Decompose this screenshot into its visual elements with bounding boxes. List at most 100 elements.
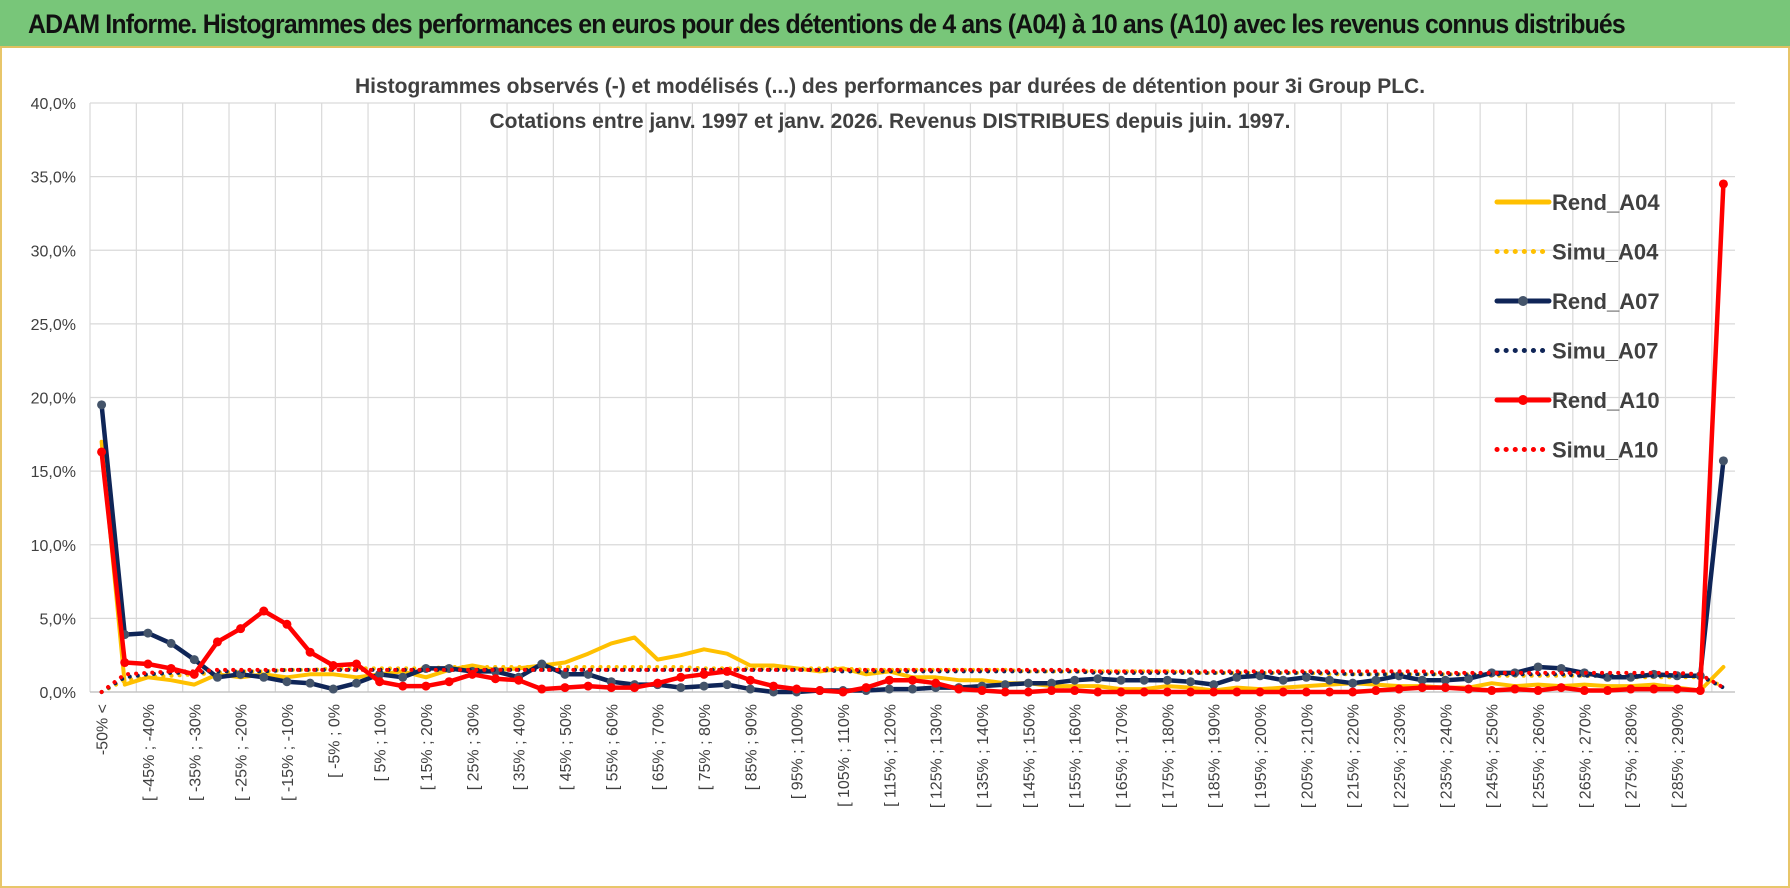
x-tick-label: [ 275% ; 280% bbox=[1624, 704, 1641, 808]
data-point-rend-a10 bbox=[143, 659, 153, 669]
data-point-rend-a10 bbox=[699, 669, 709, 679]
legend-label: Simu_A07 bbox=[1552, 339, 1658, 364]
data-point-rend-a10 bbox=[1533, 686, 1543, 696]
data-point-rend-a10 bbox=[305, 647, 315, 657]
data-point-rend-a10 bbox=[467, 669, 477, 679]
data-point-rend-a07 bbox=[1533, 662, 1543, 672]
data-point-rend-a07 bbox=[1186, 677, 1196, 687]
x-tick-label: [ 55% ; 60% bbox=[604, 704, 621, 790]
data-point-rend-a10 bbox=[1672, 684, 1682, 694]
x-tick-label: [ 155% ; 160% bbox=[1068, 704, 1085, 808]
data-point-rend-a10 bbox=[792, 684, 802, 694]
data-point-rend-a07 bbox=[1047, 678, 1057, 688]
x-tick-label: [ 45% ; 50% bbox=[558, 704, 575, 790]
data-point-rend-a07 bbox=[1556, 663, 1566, 673]
data-point-rend-a07 bbox=[1718, 456, 1728, 466]
grid-lines bbox=[89, 102, 1735, 693]
data-point-rend-a10 bbox=[1093, 687, 1103, 697]
data-point-rend-a07 bbox=[143, 628, 153, 638]
x-axis: -50% < [ -45% ; -40% [ -35% ; -30% [ -25% ;… bbox=[90, 691, 1735, 808]
data-point-rend-a10 bbox=[97, 447, 107, 457]
data-point-rend-a10 bbox=[838, 687, 848, 697]
data-point-rend-a10 bbox=[768, 681, 778, 691]
data-point-rend-a07 bbox=[676, 683, 686, 693]
legend-item-rend-a07: Rend_A07 bbox=[1494, 289, 1660, 314]
y-tick-label: 40,0% bbox=[31, 96, 76, 113]
data-point-rend-a10 bbox=[676, 672, 686, 682]
data-point-rend-a07 bbox=[375, 669, 385, 679]
data-point-rend-a10 bbox=[1232, 687, 1242, 697]
data-point-rend-a10 bbox=[908, 675, 917, 685]
data-point-rend-a10 bbox=[375, 677, 385, 687]
legend-item-rend-a10: Rend_A10 bbox=[1494, 388, 1660, 413]
data-point-rend-a10 bbox=[1603, 686, 1613, 696]
x-tick-label: [ 35% ; 40% bbox=[512, 704, 529, 790]
legend: Rend_A04 Simu_A04 Rend_A07 Simu_A07 Rend_A10… bbox=[1494, 190, 1660, 463]
data-point-rend-a10 bbox=[1718, 179, 1728, 189]
legend-item-rend-a04: Rend_A04 bbox=[1494, 190, 1660, 215]
x-tick-label: [ -45% ; -40% bbox=[141, 704, 158, 801]
x-tick-label: [ -25% ; -20% bbox=[234, 704, 251, 801]
data-point-rend-a10 bbox=[606, 683, 616, 693]
x-tick-label: [ 145% ; 150% bbox=[1021, 704, 1038, 808]
data-point-rend-a07 bbox=[1371, 675, 1381, 685]
data-point-rend-a07 bbox=[699, 681, 709, 691]
data-point-rend-a10 bbox=[1000, 687, 1010, 697]
data-point-rend-a10 bbox=[1626, 684, 1636, 694]
data-point-rend-a07 bbox=[305, 678, 315, 688]
data-point-rend-a07 bbox=[537, 659, 547, 669]
series-layer bbox=[97, 179, 1728, 697]
y-tick-label: 25,0% bbox=[31, 317, 76, 334]
x-tick-label: [ 285% ; 290% bbox=[1670, 704, 1687, 808]
data-point-rend-a10 bbox=[884, 675, 894, 685]
data-point-rend-a10 bbox=[1070, 686, 1080, 696]
data-point-rend-a10 bbox=[1209, 687, 1219, 697]
data-point-rend-a07 bbox=[560, 669, 570, 679]
data-point-rend-a07 bbox=[328, 684, 338, 694]
x-tick-label: [ 245% ; 250% bbox=[1485, 704, 1502, 808]
data-point-rend-a10 bbox=[1394, 684, 1404, 694]
data-point-rend-a10 bbox=[351, 659, 361, 669]
data-point-rend-a10 bbox=[282, 619, 292, 629]
data-point-rend-a10 bbox=[653, 678, 663, 688]
chart-title-line-2: Cotations entre janv. 1997 et janv. 2026… bbox=[490, 110, 1291, 133]
y-tick-label: 30,0% bbox=[31, 243, 76, 260]
data-point-rend-a07 bbox=[745, 684, 755, 694]
data-point-rend-a07 bbox=[166, 638, 176, 648]
data-point-rend-a07 bbox=[884, 684, 894, 694]
data-point-rend-a07 bbox=[1464, 674, 1474, 684]
header-banner: ADAM Informe. Histogrammes des performan… bbox=[0, 0, 1790, 48]
data-point-rend-a07 bbox=[1023, 678, 1033, 688]
data-point-rend-a10 bbox=[259, 606, 269, 616]
data-point-rend-a10 bbox=[1510, 684, 1520, 694]
data-point-rend-a10 bbox=[1649, 684, 1659, 694]
data-point-rend-a10 bbox=[1023, 687, 1033, 697]
legend-item-simu-a10: Simu_A10 bbox=[1494, 438, 1658, 463]
data-point-rend-a10 bbox=[120, 658, 130, 668]
data-point-rend-a10 bbox=[328, 660, 338, 670]
x-tick-label: [ -5% ; 0% bbox=[326, 704, 343, 778]
x-tick-label: -50% < bbox=[95, 704, 112, 755]
data-point-rend-a07 bbox=[1301, 672, 1311, 682]
data-point-rend-a07 bbox=[1325, 675, 1335, 685]
data-point-rend-a10 bbox=[490, 674, 500, 684]
y-tick-label: 0,0% bbox=[40, 685, 76, 702]
data-point-rend-a07 bbox=[189, 655, 199, 665]
data-point-rend-a10 bbox=[444, 677, 454, 687]
data-point-rend-a07 bbox=[1209, 680, 1219, 690]
x-tick-label: [ 215% ; 220% bbox=[1346, 704, 1363, 808]
data-point-rend-a07 bbox=[722, 680, 732, 690]
y-tick-label: 15,0% bbox=[31, 464, 76, 481]
data-point-rend-a10 bbox=[931, 678, 941, 688]
data-point-rend-a07 bbox=[97, 400, 107, 410]
x-tick-label: [ 65% ; 70% bbox=[651, 704, 668, 790]
data-point-rend-a10 bbox=[1301, 687, 1311, 697]
data-point-rend-a10 bbox=[815, 686, 825, 696]
data-point-rend-a10 bbox=[977, 686, 987, 696]
data-point-rend-a10 bbox=[1440, 683, 1450, 693]
x-tick-label: [ 25% ; 30% bbox=[465, 704, 482, 790]
data-point-rend-a10 bbox=[1162, 687, 1172, 697]
legend-item-simu-a07: Simu_A07 bbox=[1494, 339, 1658, 364]
banner-title: ADAM Informe. Histogrammes des performan… bbox=[28, 9, 1626, 39]
